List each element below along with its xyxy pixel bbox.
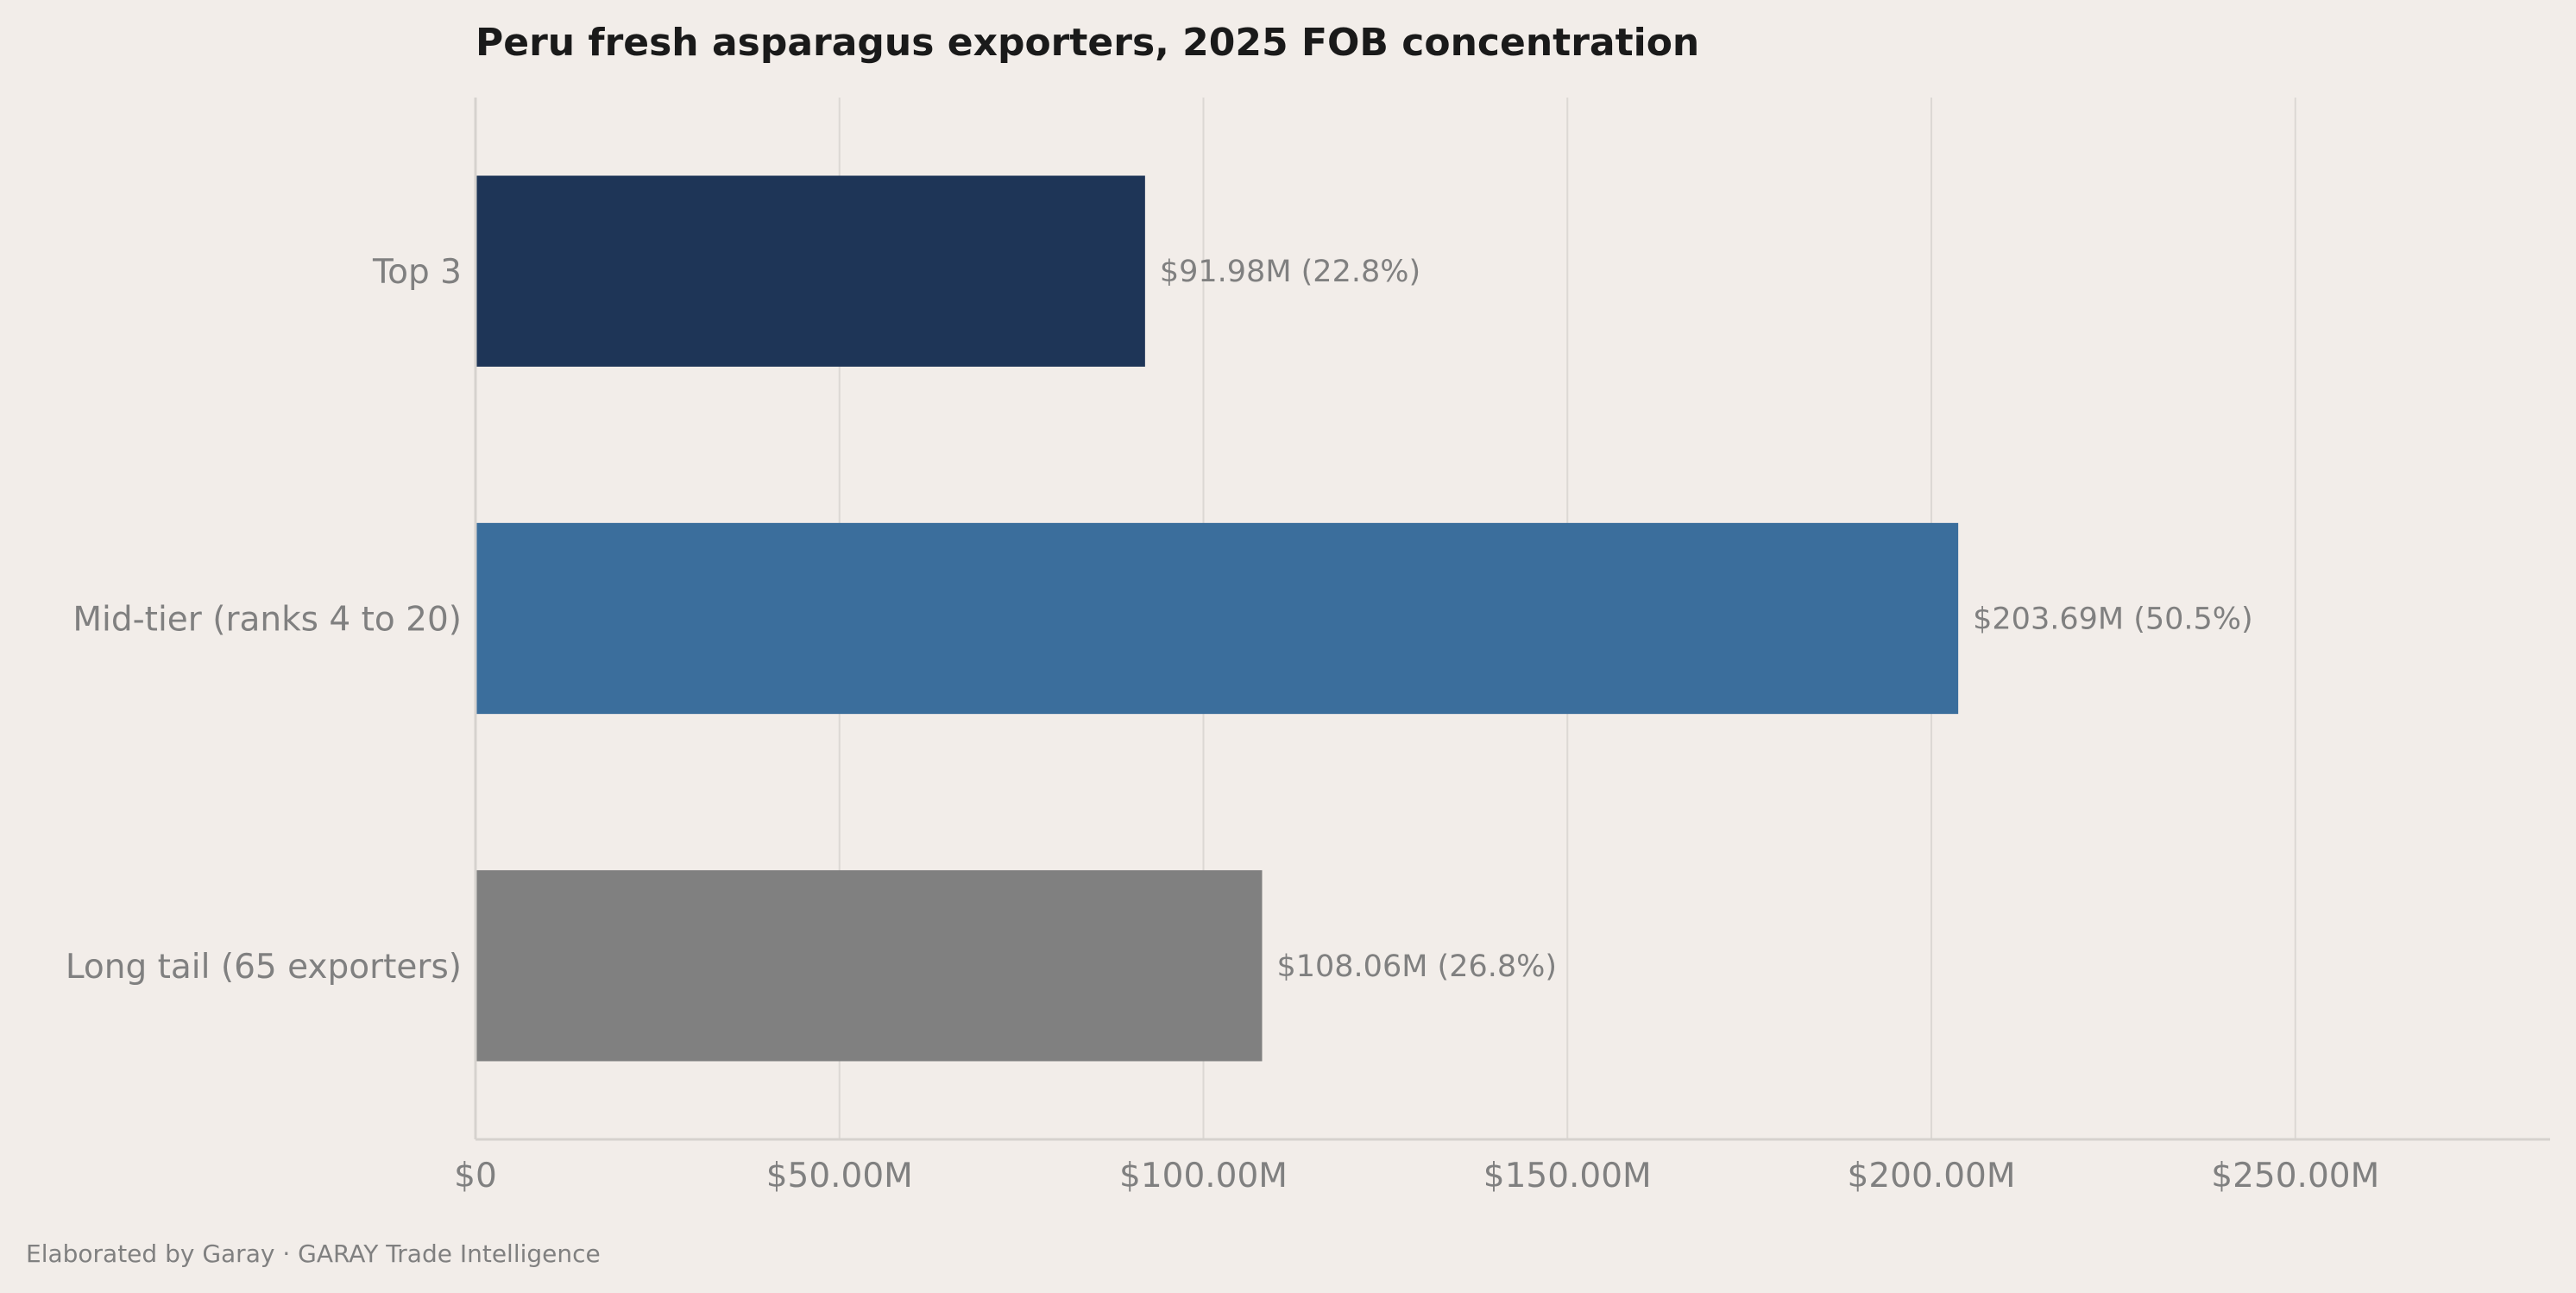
x-tick-label: $150.00M xyxy=(1483,1157,1652,1195)
chart-title: Peru fresh asparagus exporters, 2025 FOB… xyxy=(476,21,1699,65)
footer-credit: Elaborated by Garay · GARAY Trade Intell… xyxy=(26,1239,601,1268)
bar xyxy=(476,870,1263,1062)
x-tick-label: $250.00M xyxy=(2211,1157,2379,1195)
labels: $0 $50.00M $100.00M $150.00M $200.00M $250.00… xyxy=(66,253,2379,1195)
bars xyxy=(476,175,1959,1062)
bar xyxy=(476,522,1959,715)
bar xyxy=(476,175,1145,367)
x-tick-label: $50.00M xyxy=(766,1157,913,1195)
category-label: Top 3 xyxy=(372,253,462,292)
x-tick-label: $100.00M xyxy=(1119,1157,1288,1195)
bar-value-label: $108.06M (26.8%) xyxy=(1276,949,1557,984)
axes xyxy=(474,98,2550,1141)
bar-value-label: $203.69M (50.5%) xyxy=(1973,602,2253,637)
x-tick-label: $200.00M xyxy=(1848,1157,2016,1195)
bar-value-label: $91.98M (22.8%) xyxy=(1160,255,1420,289)
category-label: Mid-tier (ranks 4 to 20) xyxy=(72,601,462,640)
x-tick-label: $0 xyxy=(454,1157,497,1195)
category-label: Long tail (65 exporters) xyxy=(66,948,462,987)
